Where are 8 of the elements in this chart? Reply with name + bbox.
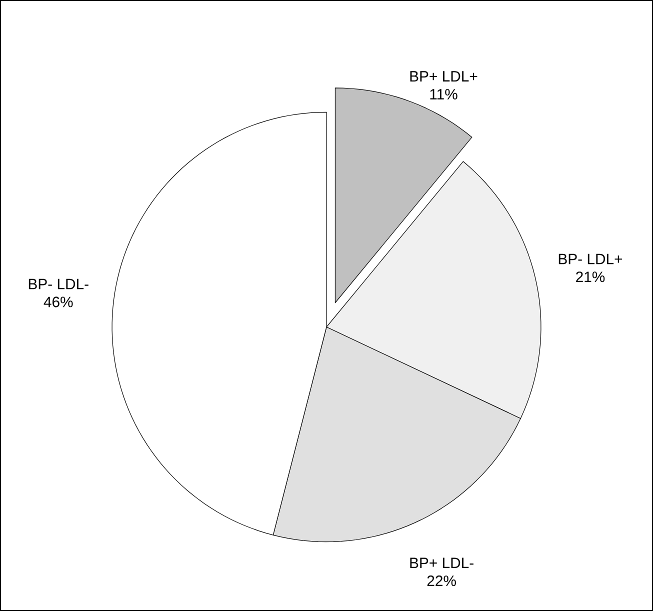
slice-label: BP- LDL+ xyxy=(558,254,622,264)
slice-label: BP- LDL- xyxy=(28,278,88,290)
data-label: 46% xyxy=(44,296,73,308)
slice-label: BP+ LDL+ xyxy=(410,71,478,82)
data-label: 22% xyxy=(427,576,456,586)
data-label: 21% xyxy=(576,272,605,282)
slice-label: BP+ LDL- xyxy=(410,558,474,568)
data-label: 11% xyxy=(430,88,458,100)
